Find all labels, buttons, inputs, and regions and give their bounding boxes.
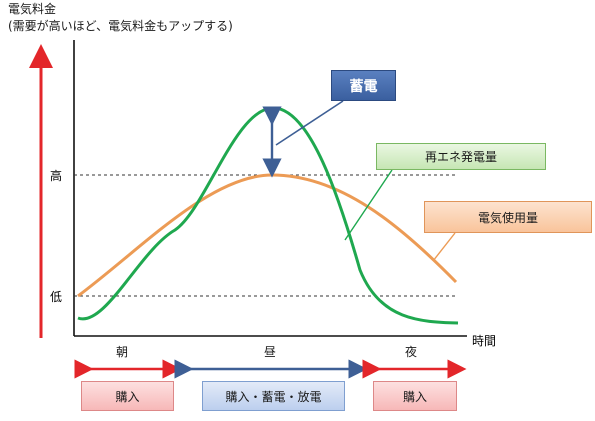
x-axis-label: 時間 <box>472 334 496 348</box>
usage-curve <box>77 173 458 298</box>
renewable-curve <box>77 106 459 325</box>
y-high-label: 高 <box>50 168 62 183</box>
renewable-callout-line <box>344 169 393 241</box>
period-morning-label: 朝 <box>116 345 129 359</box>
usage-callout-line <box>432 232 456 262</box>
storage-callout-line <box>275 100 344 146</box>
morning-action-box: 購入 <box>81 381 174 411</box>
chart-subtitle: (需要が高いほど、電気料金もアップする) <box>8 19 233 33</box>
period-noon-label: 昼 <box>264 345 277 359</box>
noon-action-box: 購入・蓄電・放電 <box>202 381 345 411</box>
period-night-label: 夜 <box>405 345 418 359</box>
storage-callout: 蓄電 <box>331 70 396 101</box>
y-low-label: 低 <box>50 290 62 304</box>
renewable-callout: 再エネ発電量 <box>376 143 546 170</box>
usage-callout: 電気使用量 <box>424 201 592 233</box>
chart-title: 電気料金 <box>8 2 57 16</box>
night-action-box: 購入 <box>373 381 457 411</box>
